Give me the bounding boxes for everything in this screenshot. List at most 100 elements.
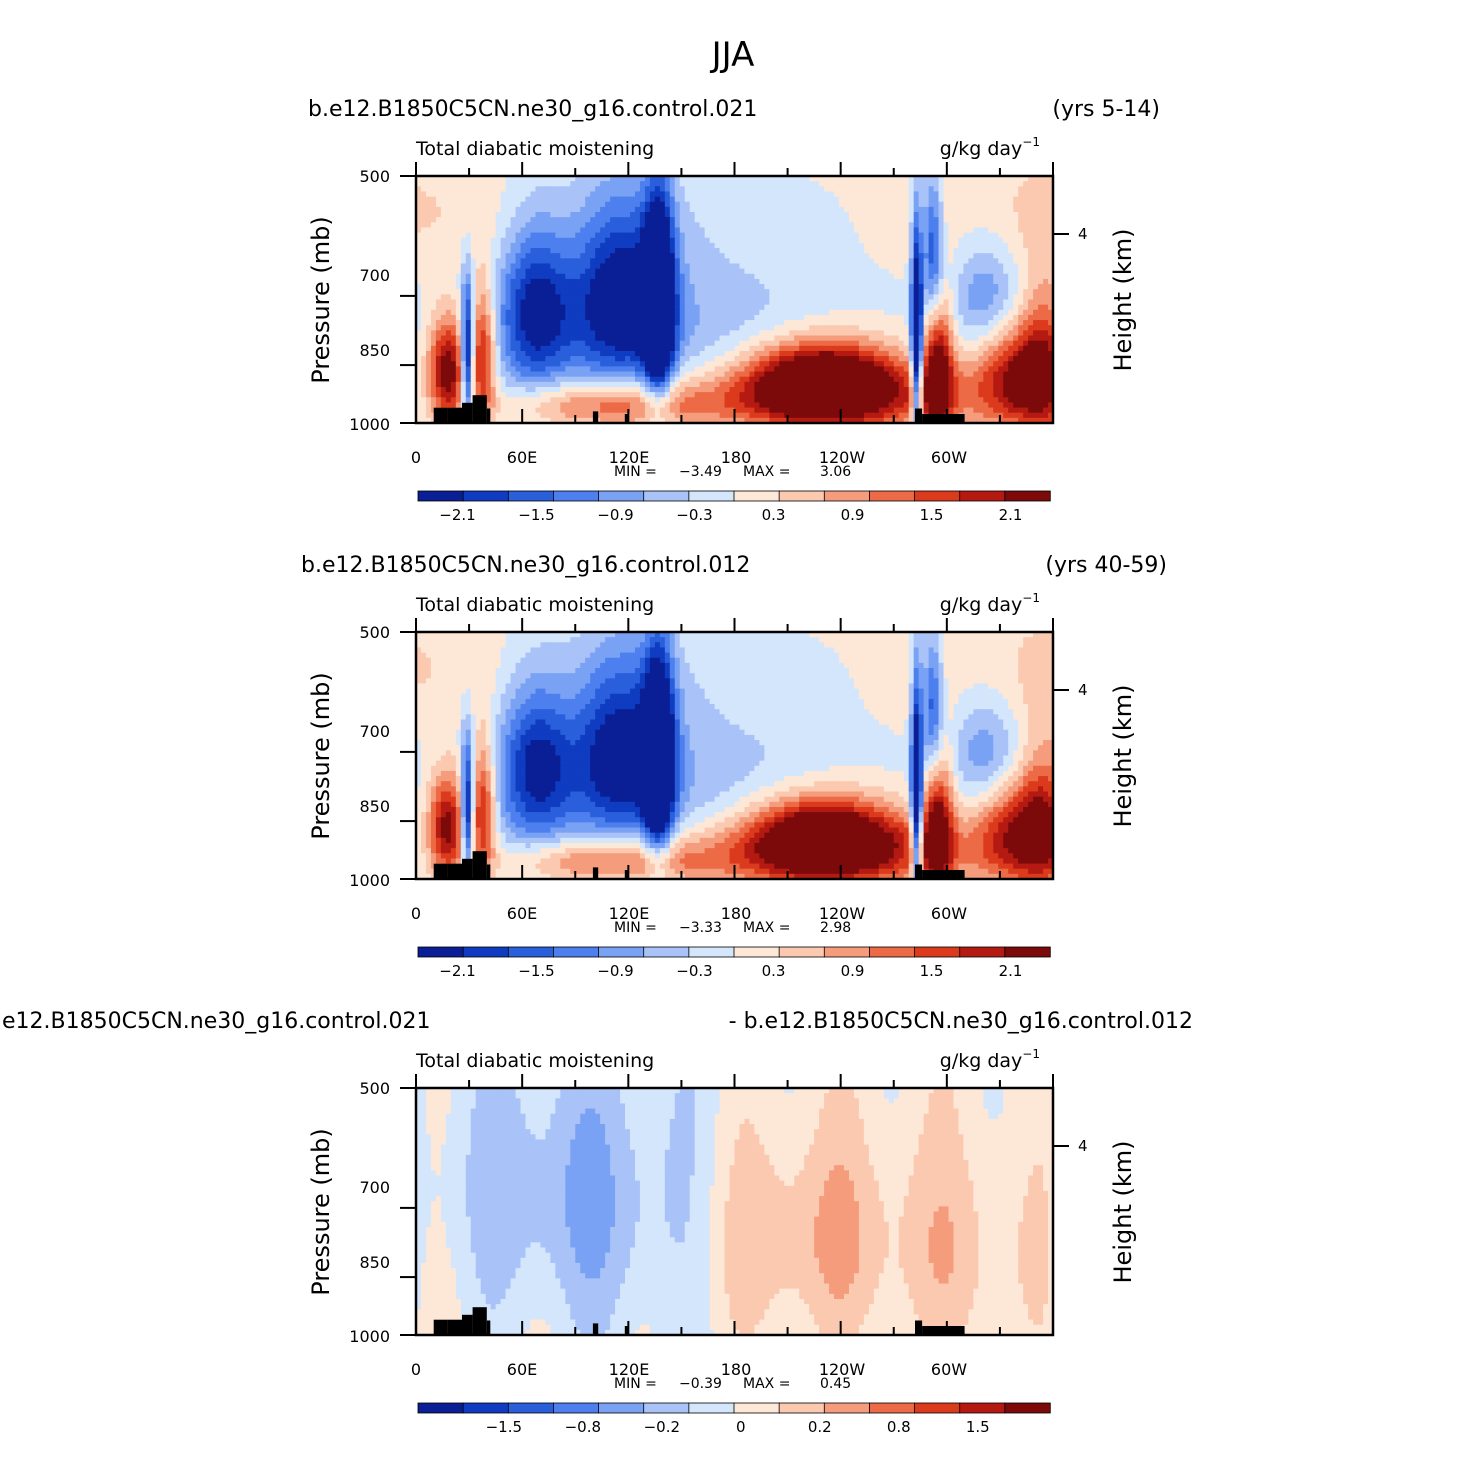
field-cell xyxy=(625,181,631,187)
field-cell xyxy=(470,284,477,290)
field-cell xyxy=(829,273,835,280)
field-cell xyxy=(749,325,756,331)
field-cell xyxy=(669,248,676,254)
field-cell xyxy=(744,371,751,378)
field-cell xyxy=(953,273,960,280)
field-cell xyxy=(585,320,591,326)
field-cell xyxy=(709,314,716,321)
field-cell xyxy=(460,361,467,367)
field-cell xyxy=(510,176,517,182)
field-cell xyxy=(430,371,437,378)
field-cell xyxy=(918,330,925,337)
field-cell xyxy=(654,201,661,208)
field-cell xyxy=(943,242,950,249)
field-cell xyxy=(420,335,427,342)
field-cell xyxy=(853,345,860,352)
field-cell xyxy=(734,284,741,290)
field-cell xyxy=(729,232,736,239)
field-cell xyxy=(878,237,885,244)
field-cell xyxy=(629,299,636,306)
field-cell xyxy=(824,325,830,331)
field-cell xyxy=(545,345,551,352)
field-cell xyxy=(923,196,930,203)
field-cell xyxy=(644,345,651,352)
field-cell xyxy=(575,289,581,295)
field-cell xyxy=(769,304,775,311)
field-cell xyxy=(923,350,930,357)
field-cell xyxy=(784,294,790,301)
field-cell xyxy=(1018,206,1024,213)
field-cell xyxy=(998,212,1004,218)
field-cell xyxy=(1008,232,1014,239)
field-cell xyxy=(1043,320,1049,326)
field-cell xyxy=(1048,356,1054,362)
field-cell xyxy=(858,206,865,213)
field-cell xyxy=(933,309,940,316)
field-cell xyxy=(615,366,621,373)
field-cell xyxy=(893,253,900,259)
field-cell xyxy=(505,206,512,213)
field-cell xyxy=(445,340,452,347)
field-cell xyxy=(460,366,467,373)
field-cell xyxy=(953,191,960,198)
field-cell xyxy=(704,330,711,337)
field-cell xyxy=(699,196,706,203)
field-cell xyxy=(674,186,681,193)
field-cell xyxy=(1003,340,1009,347)
field-cell xyxy=(829,361,835,367)
field-cell xyxy=(903,212,910,218)
field-cell xyxy=(853,212,860,218)
field-cell xyxy=(634,320,641,326)
field-cell xyxy=(550,335,556,342)
field-cell xyxy=(440,253,447,259)
field-cell xyxy=(565,314,571,321)
field-cell xyxy=(540,304,546,311)
field-cell xyxy=(1023,299,1029,306)
field-cell xyxy=(490,320,497,326)
field-cell xyxy=(1023,263,1029,270)
field-cell xyxy=(903,176,910,182)
field-cell xyxy=(1033,309,1039,316)
field-cell xyxy=(480,258,487,265)
field-cell xyxy=(440,191,447,198)
field-cell xyxy=(679,340,686,347)
field-cell xyxy=(575,253,581,259)
field-cell xyxy=(973,320,979,326)
field-cell xyxy=(988,361,994,367)
field-cell xyxy=(515,227,522,234)
field-cell xyxy=(639,294,646,301)
field-cell xyxy=(416,320,422,326)
field-cell xyxy=(968,237,974,244)
field-cell xyxy=(525,320,532,326)
field-cell xyxy=(724,253,731,259)
field-cell xyxy=(1033,371,1039,378)
field-cell xyxy=(993,191,999,198)
field-cell xyxy=(555,186,561,193)
field-cell xyxy=(500,242,507,249)
field-cell xyxy=(983,186,989,193)
field-cell xyxy=(933,181,940,187)
field-cell xyxy=(639,191,646,198)
field-cell xyxy=(784,284,790,290)
field-cell xyxy=(445,330,452,337)
field-cell xyxy=(878,248,885,254)
field-cell xyxy=(490,201,497,208)
field-cell xyxy=(600,314,606,321)
field-cell xyxy=(620,284,626,290)
field-cell xyxy=(480,371,487,378)
field-cell xyxy=(938,176,945,182)
field-cell xyxy=(435,273,442,280)
field-cell xyxy=(430,248,437,254)
field-cell xyxy=(928,361,935,367)
field-cell xyxy=(639,366,646,373)
field-cell xyxy=(774,201,780,208)
field-cell xyxy=(749,253,756,259)
field-cell xyxy=(620,258,626,265)
field-cell xyxy=(1048,201,1054,208)
field-cell xyxy=(1008,242,1014,249)
field-cell xyxy=(684,227,691,234)
field-cell xyxy=(968,206,974,213)
field-cell xyxy=(923,258,930,265)
field-cell xyxy=(495,191,502,198)
field-cell xyxy=(1048,278,1054,285)
